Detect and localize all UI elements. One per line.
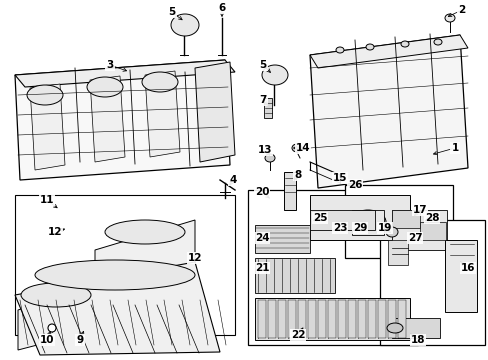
Ellipse shape bbox=[87, 77, 123, 97]
Ellipse shape bbox=[444, 14, 454, 22]
Text: 15: 15 bbox=[332, 173, 346, 183]
Bar bbox=[278, 300, 285, 338]
Text: 8: 8 bbox=[294, 170, 301, 180]
Bar bbox=[307, 300, 315, 338]
Text: 10: 10 bbox=[40, 335, 54, 345]
Bar bbox=[345, 185, 452, 258]
Text: 16: 16 bbox=[460, 263, 474, 273]
Bar bbox=[367, 300, 375, 338]
Polygon shape bbox=[145, 71, 180, 157]
Bar bbox=[327, 300, 335, 338]
Polygon shape bbox=[90, 76, 125, 162]
Ellipse shape bbox=[349, 210, 385, 234]
Bar bbox=[254, 298, 409, 340]
Text: 5: 5 bbox=[259, 60, 266, 70]
Ellipse shape bbox=[385, 227, 397, 237]
Text: 11: 11 bbox=[40, 195, 54, 205]
Text: 22: 22 bbox=[290, 330, 305, 340]
Ellipse shape bbox=[21, 283, 91, 307]
Bar bbox=[391, 318, 439, 338]
Bar bbox=[317, 300, 325, 338]
Polygon shape bbox=[309, 35, 467, 68]
Text: 25: 25 bbox=[312, 213, 326, 223]
Text: 9: 9 bbox=[76, 335, 83, 345]
Ellipse shape bbox=[365, 44, 373, 50]
Bar bbox=[379, 220, 484, 345]
Bar bbox=[391, 210, 446, 250]
Text: 29: 29 bbox=[352, 223, 366, 233]
Bar bbox=[351, 210, 383, 235]
Bar bbox=[337, 300, 346, 338]
Text: 4: 4 bbox=[229, 175, 236, 185]
Bar bbox=[444, 240, 476, 312]
Bar bbox=[264, 98, 271, 118]
Ellipse shape bbox=[264, 154, 274, 162]
Ellipse shape bbox=[291, 144, 302, 152]
Polygon shape bbox=[30, 84, 65, 170]
Bar bbox=[309, 210, 374, 230]
Polygon shape bbox=[95, 220, 195, 295]
Bar bbox=[357, 300, 365, 338]
Bar bbox=[309, 195, 409, 240]
Text: 13: 13 bbox=[257, 145, 272, 155]
Text: 24: 24 bbox=[254, 233, 269, 243]
Polygon shape bbox=[18, 285, 95, 350]
Polygon shape bbox=[15, 262, 220, 355]
Bar bbox=[347, 300, 355, 338]
Ellipse shape bbox=[27, 85, 63, 105]
Ellipse shape bbox=[142, 72, 178, 92]
Bar bbox=[258, 300, 265, 338]
Text: 2: 2 bbox=[457, 5, 465, 15]
Bar bbox=[267, 300, 275, 338]
Text: 7: 7 bbox=[259, 95, 266, 105]
Bar bbox=[297, 300, 305, 338]
Polygon shape bbox=[15, 60, 229, 180]
Text: 23: 23 bbox=[332, 223, 346, 233]
Bar bbox=[387, 240, 407, 265]
Text: 5: 5 bbox=[168, 7, 175, 17]
Bar bbox=[397, 300, 405, 338]
Text: 12: 12 bbox=[48, 227, 62, 237]
Ellipse shape bbox=[35, 260, 195, 290]
Text: 14: 14 bbox=[295, 143, 310, 153]
Ellipse shape bbox=[386, 323, 402, 333]
Text: 6: 6 bbox=[218, 3, 225, 13]
Text: 12: 12 bbox=[187, 253, 202, 263]
Bar bbox=[387, 300, 395, 338]
Bar bbox=[15, 195, 235, 335]
Text: 1: 1 bbox=[450, 143, 458, 153]
Ellipse shape bbox=[171, 14, 199, 36]
Ellipse shape bbox=[48, 324, 56, 332]
Text: 17: 17 bbox=[412, 205, 427, 215]
Text: 20: 20 bbox=[254, 187, 269, 197]
Text: 3: 3 bbox=[106, 60, 113, 70]
Text: 21: 21 bbox=[254, 263, 269, 273]
Polygon shape bbox=[15, 60, 235, 87]
Bar bbox=[391, 210, 419, 228]
Ellipse shape bbox=[335, 47, 343, 53]
Text: 26: 26 bbox=[347, 180, 362, 190]
Bar bbox=[254, 225, 309, 253]
Ellipse shape bbox=[433, 39, 441, 45]
Polygon shape bbox=[309, 35, 467, 188]
Ellipse shape bbox=[105, 220, 184, 244]
Bar bbox=[284, 172, 295, 210]
Text: 19: 19 bbox=[377, 223, 391, 233]
Bar bbox=[287, 300, 295, 338]
Ellipse shape bbox=[262, 65, 287, 85]
Polygon shape bbox=[195, 62, 235, 162]
Ellipse shape bbox=[400, 41, 408, 47]
Bar bbox=[377, 300, 385, 338]
Text: 28: 28 bbox=[424, 213, 438, 223]
Text: 27: 27 bbox=[407, 233, 422, 243]
Bar bbox=[419, 222, 445, 240]
Bar bbox=[247, 190, 417, 345]
Bar bbox=[254, 258, 334, 293]
Text: 18: 18 bbox=[410, 335, 425, 345]
